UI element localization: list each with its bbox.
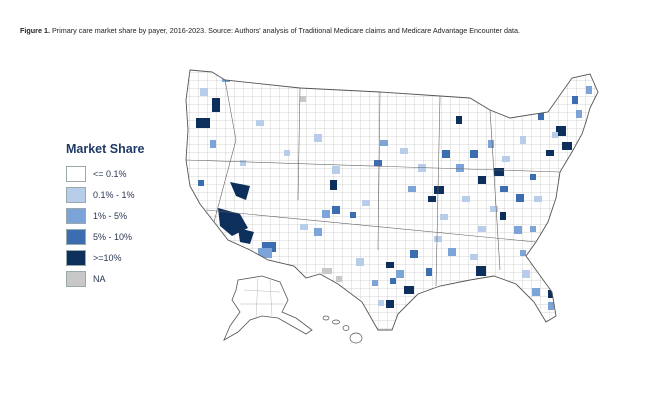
- legend-label: NA: [93, 273, 106, 284]
- alaska: [223, 275, 313, 341]
- legend-title: Market Share: [66, 142, 145, 156]
- legend-item: >=10%: [66, 247, 145, 268]
- legend-swatch: [66, 228, 86, 245]
- legend-label: 5% - 10%: [93, 231, 133, 242]
- hawaii: [322, 315, 363, 344]
- legend-item: 5% - 10%: [66, 226, 145, 247]
- figure-caption: Figure 1. Primary care market share by p…: [20, 26, 640, 35]
- legend-swatch: [66, 165, 86, 182]
- counties-na: [300, 96, 342, 282]
- alaska-shape: [223, 275, 313, 341]
- counties-10-plus: [196, 98, 572, 308]
- legend-item: NA: [66, 268, 145, 289]
- state-borders: [186, 79, 561, 287]
- counties-1-5: [210, 72, 592, 310]
- legend-swatch: [66, 207, 86, 224]
- legend-item: 1% - 5%: [66, 205, 145, 226]
- legend-label: <= 0.1%: [93, 168, 127, 179]
- legend-swatch: [66, 270, 86, 287]
- legend-label: 1% - 5%: [93, 210, 128, 221]
- us-outline: [185, 69, 599, 331]
- legend-item: <= 0.1%: [66, 163, 145, 184]
- legend-swatch: [66, 186, 86, 203]
- figure-caption-text: Primary care market share by payer, 2016…: [51, 26, 520, 35]
- figure-label: Figure 1.: [20, 26, 50, 35]
- legend-label: >=10%: [93, 252, 122, 263]
- alaska-boroughs: [240, 277, 284, 319]
- legend-label: 0.1% - 1%: [93, 189, 135, 200]
- legend-swatch: [66, 249, 86, 266]
- map-legend: Market Share <= 0.1% 0.1% - 1% 1% - 5% 5…: [66, 142, 145, 289]
- legend-item: 0.1% - 1%: [66, 184, 145, 205]
